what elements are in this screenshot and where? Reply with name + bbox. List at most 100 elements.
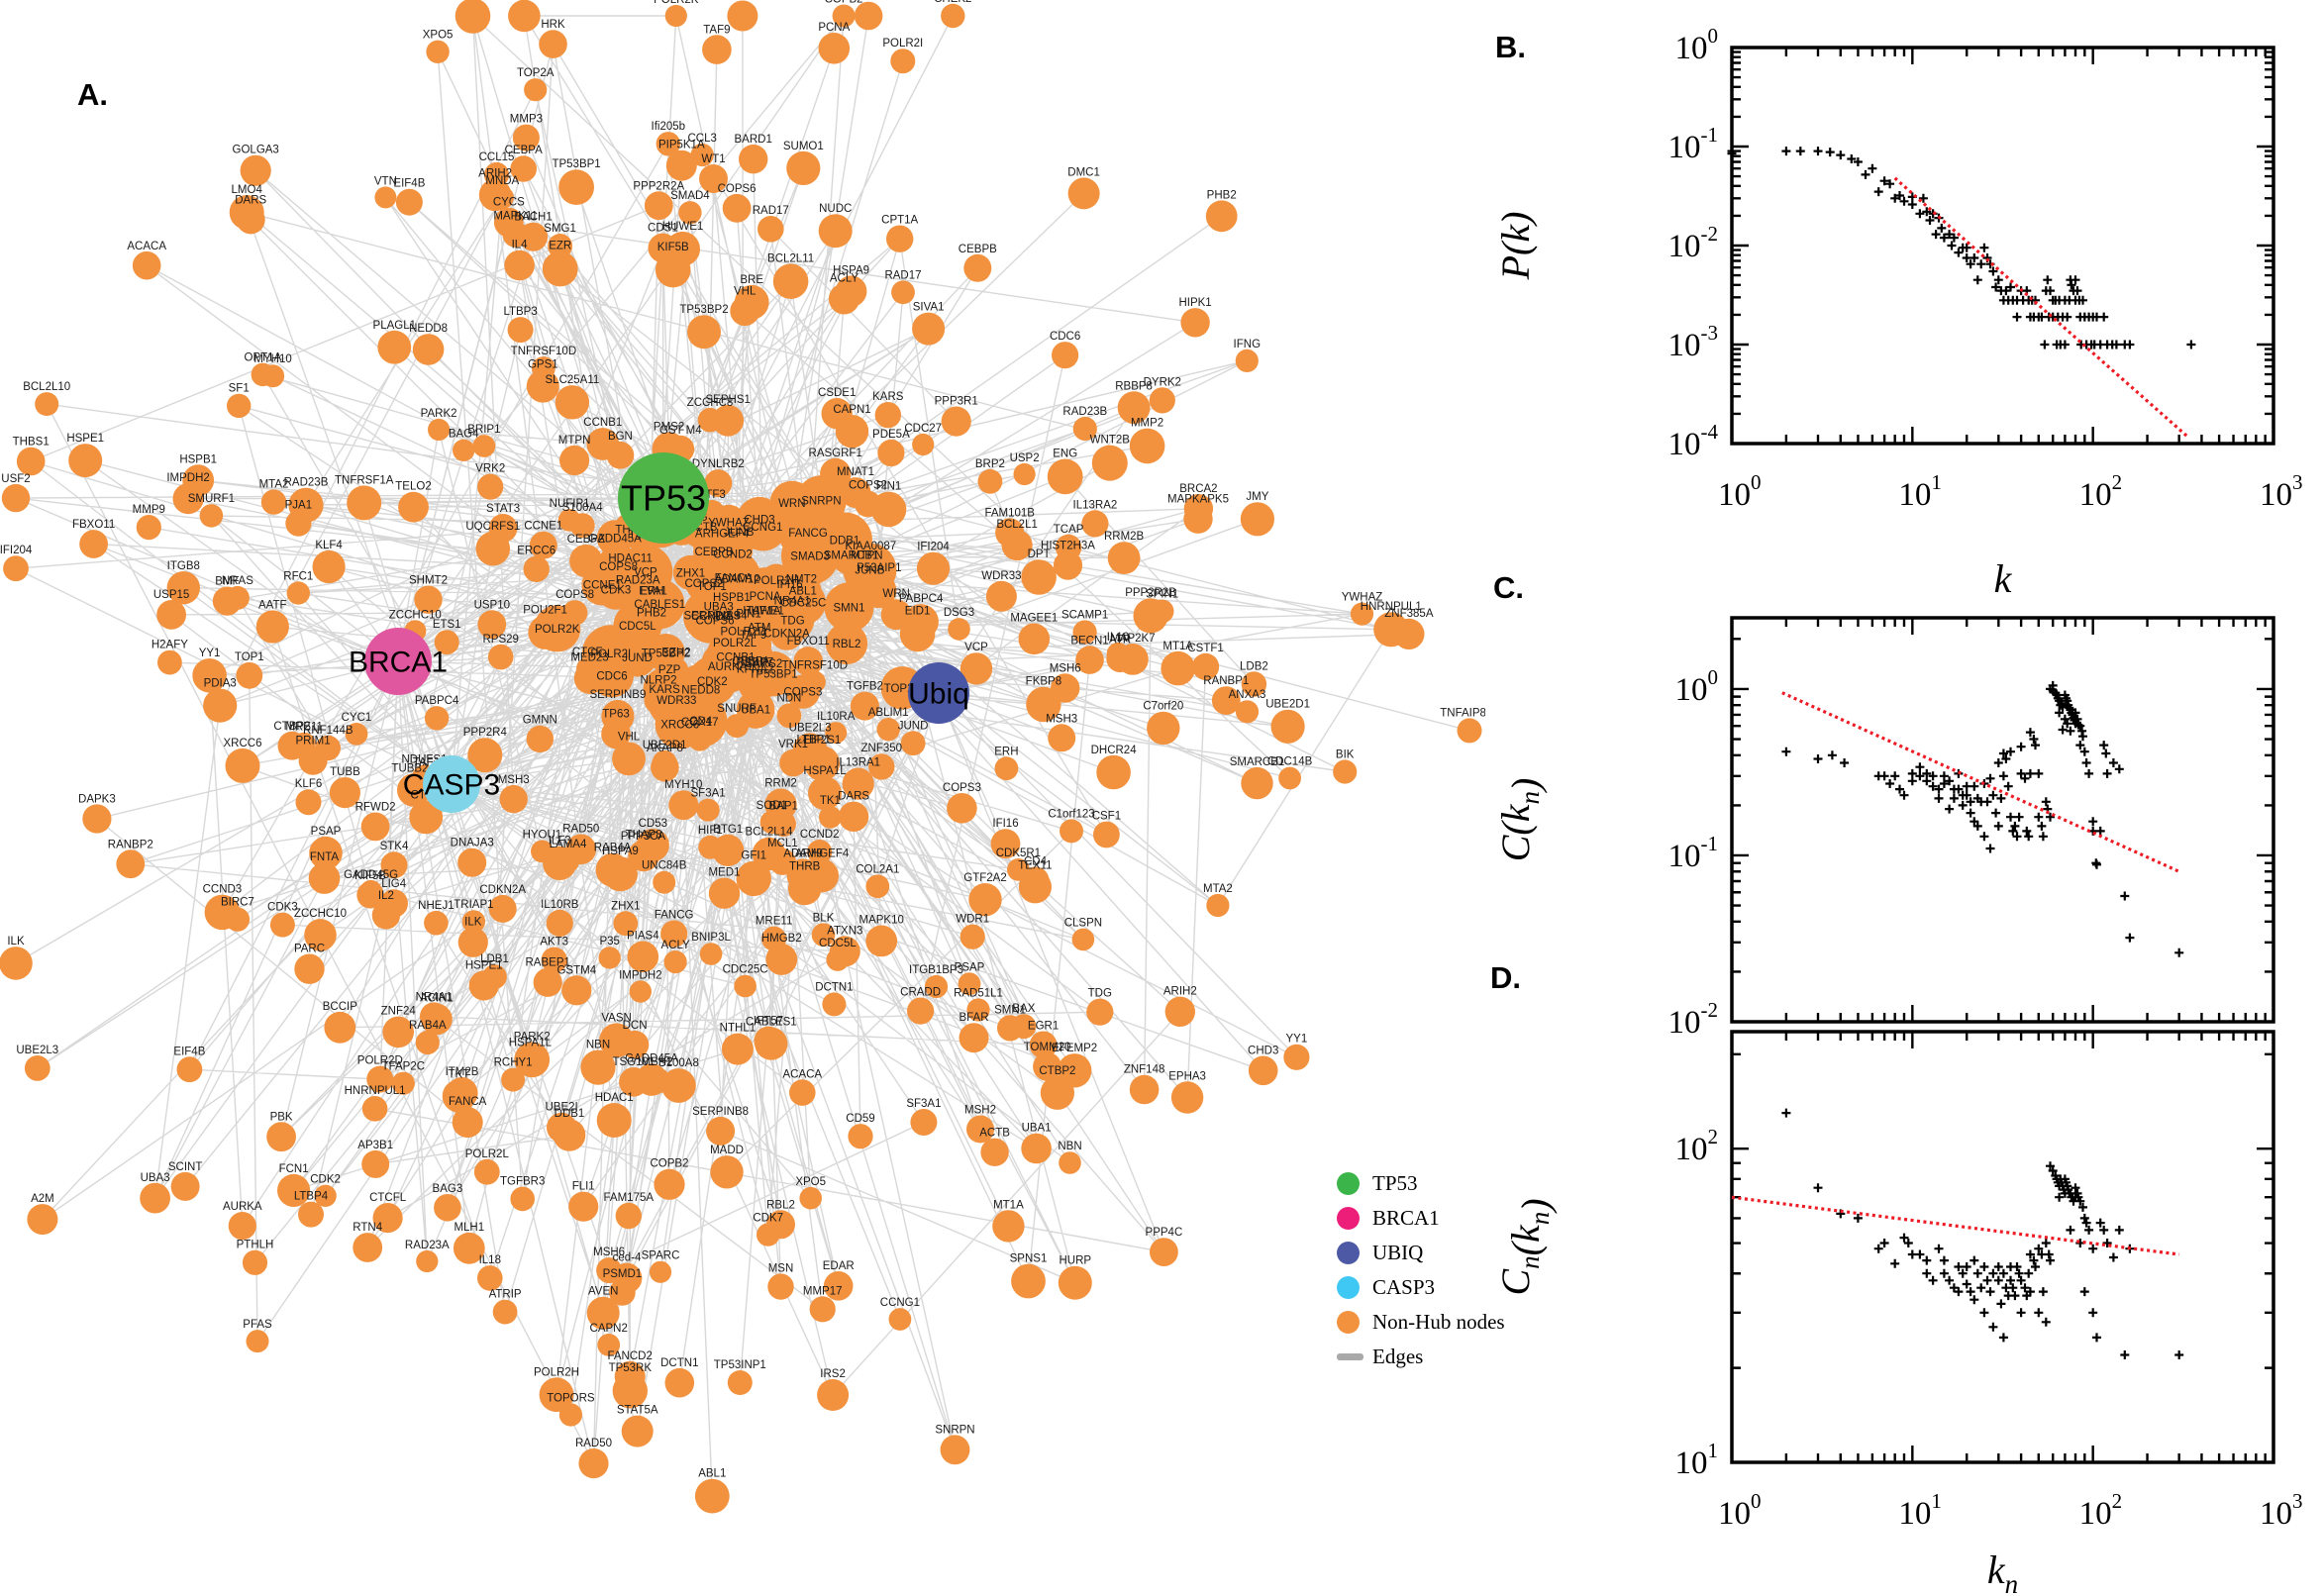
- legend-label: Non-Hub nodes: [1372, 1310, 1505, 1334]
- network-node: [941, 406, 971, 437]
- network-node-label: ILK: [464, 917, 482, 929]
- network-node-label: GOLGA3: [233, 145, 279, 156]
- network-node-label: ZHX1: [611, 900, 640, 912]
- network-node-label: TFAP2C: [382, 1061, 425, 1073]
- panel-a-label: A.: [77, 77, 108, 112]
- legend-item-casp3: CASP3: [1337, 1270, 1505, 1305]
- network-node-label: CDC25C: [723, 964, 768, 976]
- network-node-label: MRE11: [756, 916, 793, 928]
- network-node: [1007, 858, 1030, 881]
- network-node-label: HSPB1: [713, 592, 751, 604]
- network-node-label: S100A4: [562, 502, 604, 514]
- network-node-label: PHB2: [1207, 190, 1237, 202]
- network-node-label: ATRIP: [489, 1289, 522, 1301]
- network-node-label: WRN: [882, 588, 909, 600]
- network-node: [1241, 766, 1273, 800]
- network-node: [580, 1049, 616, 1085]
- network-node-label: NR4A1: [774, 595, 811, 607]
- network-node-label: HSPA9: [602, 846, 639, 857]
- network-node: [1248, 1055, 1278, 1086]
- axis-ticks: [1730, 46, 2275, 446]
- network-node-label: RABEP1: [526, 957, 570, 969]
- network-node-label: CEBPA: [732, 655, 769, 667]
- network-node: [609, 1279, 636, 1306]
- network-node-label: CDKN2A: [763, 629, 810, 641]
- network-node-label: CCNG1: [743, 522, 782, 534]
- network-node-label: BRCA2: [1179, 483, 1217, 495]
- network-node: [157, 649, 182, 675]
- network-node-label: UBE2D1: [1265, 699, 1310, 711]
- network-node: [799, 1186, 822, 1210]
- network-node: [569, 513, 595, 539]
- network-node-label: ACACA: [782, 1068, 822, 1080]
- network-node-label: TGFBR3: [500, 1176, 545, 1188]
- network-node: [960, 924, 985, 949]
- network-node: [958, 972, 981, 996]
- network-node-label: MSH2: [642, 1056, 673, 1068]
- network-node-label: NTHL1: [720, 1023, 756, 1035]
- network-node-label: BACH1: [514, 212, 552, 224]
- network-node-label: CDC5L: [619, 621, 656, 633]
- network-node-label: ZHX1: [676, 568, 705, 580]
- network-node: [398, 491, 429, 523]
- legend-item-ubiq: UBIQ: [1337, 1236, 1505, 1270]
- axis-label: k: [1994, 556, 2013, 601]
- network-node-label: PJA1: [285, 500, 313, 512]
- network-node-label: RFWD2: [355, 802, 396, 814]
- network-node-label: COPS3: [783, 687, 822, 699]
- network-node-label: CCND3: [691, 611, 731, 623]
- network-node: [888, 1308, 912, 1331]
- network-node-label: POLR2K: [535, 624, 580, 636]
- network-node: [236, 205, 265, 235]
- network-node: [1051, 673, 1080, 703]
- network-node-label: FANCA: [449, 1096, 487, 1108]
- network-node: [461, 910, 486, 934]
- network-node-label: KPNA2: [737, 664, 774, 676]
- network-node-label: CCNG1: [880, 1297, 920, 1309]
- tick-label: 100: [1675, 24, 1719, 66]
- network-node-label: PRIM1: [296, 736, 331, 748]
- network-node-label: PIAS4: [627, 931, 659, 943]
- network-node: [612, 742, 646, 776]
- network-node: [704, 469, 733, 498]
- legend-label: Edges: [1372, 1345, 1424, 1368]
- network-node-label: CEBPB: [959, 244, 997, 255]
- network-node: [811, 923, 836, 947]
- network-node: [434, 630, 459, 655]
- network-node-label: SEPHS1: [706, 394, 751, 406]
- network-node-label: EPHA3: [1168, 1070, 1206, 1082]
- network-node-label: EVA1: [639, 586, 667, 598]
- network-node-label: ARIH2: [1163, 986, 1197, 998]
- network-node: [504, 249, 535, 281]
- legend-item-edges: Edges: [1337, 1340, 1505, 1374]
- network-node-label: GMNN: [523, 715, 557, 727]
- network-node-label: SUMO1: [783, 141, 824, 152]
- network-node-label: MSN: [768, 1262, 794, 1274]
- network-node-label: TNFRSF10D: [782, 660, 848, 672]
- network-node: [772, 263, 809, 300]
- network-node-label: NUFIP1: [550, 498, 590, 510]
- network-node: [1393, 618, 1425, 650]
- network-node-label: AURKA: [223, 1201, 262, 1213]
- network-node-label: MSH6: [593, 1247, 625, 1258]
- network-node: [488, 894, 517, 923]
- network-node-label: CSTF1: [1187, 643, 1223, 654]
- network-node: [477, 473, 504, 500]
- network-node: [601, 699, 635, 734]
- network-node-label: BAG3: [433, 1183, 463, 1195]
- network-node-label: MCL1: [767, 838, 798, 849]
- network-node-label: NDN: [776, 692, 801, 704]
- network-node-label: MSH6: [1050, 662, 1081, 674]
- network-node-label: JUNB: [724, 527, 754, 539]
- network-node: [1350, 602, 1374, 626]
- network-node-label: OPT1A: [245, 352, 282, 364]
- network-node-label: RAD51L1: [954, 987, 1003, 999]
- network-node: [242, 1249, 268, 1275]
- network-node: [203, 688, 238, 723]
- network-node: [424, 706, 450, 731]
- network-node: [347, 485, 382, 521]
- network-node: [294, 953, 325, 984]
- network-node: [948, 618, 970, 641]
- network-node-label: EID1: [905, 606, 931, 618]
- network-node-label: ACTB: [979, 1128, 1010, 1140]
